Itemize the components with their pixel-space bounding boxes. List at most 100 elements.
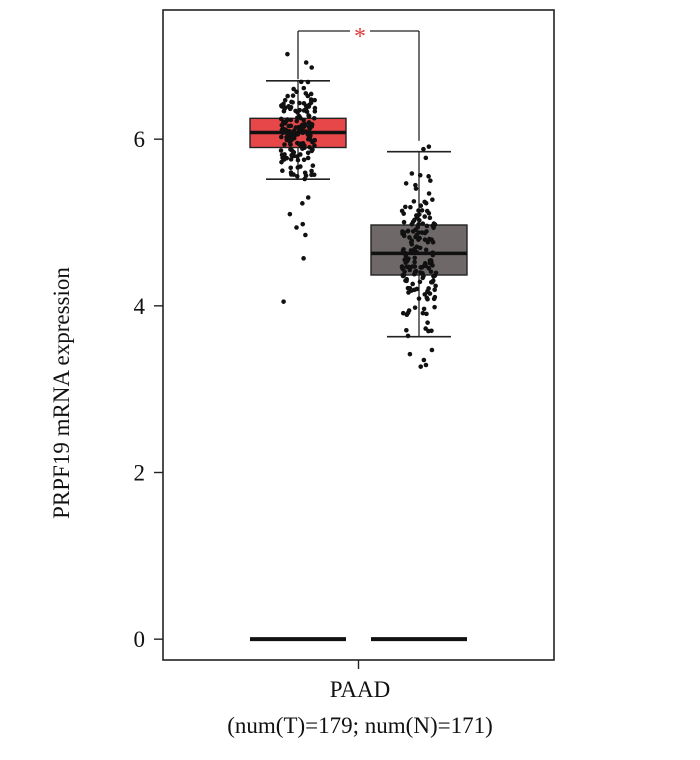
data-point: [432, 287, 437, 293]
data-point: [288, 141, 293, 147]
data-point: [417, 279, 423, 285]
y-tick-label: 6: [134, 127, 146, 152]
outlier-point: [418, 364, 424, 369]
data-point: [288, 117, 294, 123]
data-point: [308, 100, 314, 106]
data-point: [432, 304, 437, 310]
data-point: [295, 132, 301, 137]
data-point: [432, 294, 438, 300]
data-point: [410, 281, 415, 287]
data-point: [430, 197, 435, 202]
data-point: [300, 130, 306, 136]
data-point: [409, 288, 414, 293]
data-point: [310, 163, 316, 168]
data-point: [423, 326, 428, 331]
data-point: [281, 119, 286, 125]
y-tick-label: 2: [134, 461, 146, 486]
data-point: [418, 270, 423, 275]
y-tick-label: 0: [134, 627, 146, 652]
outlier-point: [285, 51, 290, 57]
data-point: [400, 229, 405, 234]
data-point: [408, 204, 413, 210]
data-point: [403, 253, 409, 258]
data-point: [279, 103, 284, 108]
data-point: [407, 235, 412, 240]
data-point: [405, 310, 411, 316]
data-point: [424, 311, 429, 317]
data-point: [305, 150, 311, 156]
data-point: [298, 79, 304, 85]
data-point: [430, 223, 436, 229]
data-point: [419, 208, 425, 213]
data-point: [288, 165, 294, 171]
data-point: [428, 269, 434, 274]
data-point: [420, 221, 426, 226]
data-point: [408, 248, 414, 253]
data-point: [427, 291, 433, 296]
outlier-point: [287, 211, 293, 217]
data-point: [400, 248, 406, 254]
data-point: [289, 152, 294, 158]
data-point: [421, 273, 426, 279]
data-point: [429, 328, 434, 334]
data-point: [288, 147, 293, 152]
outlier-point: [281, 299, 286, 304]
data-point: [417, 172, 423, 178]
data-point: [305, 155, 311, 161]
data-point: [422, 292, 428, 297]
data-point: [302, 145, 307, 151]
data-point: [303, 173, 309, 178]
data-point: [279, 134, 284, 140]
data-point: [309, 172, 314, 178]
data-point: [284, 128, 289, 134]
data-point: [424, 295, 430, 301]
outlier-point: [421, 357, 427, 363]
outlier-point: [294, 225, 299, 230]
data-point: [289, 172, 294, 177]
data-point: [411, 199, 417, 204]
outlier-point: [303, 232, 308, 238]
data-point: [405, 228, 411, 234]
data-point: [299, 122, 305, 128]
data-point: [433, 270, 439, 276]
data-point: [279, 159, 284, 165]
data-point: [301, 85, 307, 91]
data-point: [404, 278, 409, 284]
data-point: [284, 155, 290, 161]
data-point: [426, 191, 432, 196]
data-point: [298, 143, 304, 149]
data-point: [416, 208, 421, 213]
data-point: [404, 264, 410, 270]
data-point: [414, 232, 419, 238]
data-point: [405, 333, 411, 339]
data-point: [312, 105, 318, 111]
data-point: [422, 214, 428, 219]
data-point: [305, 79, 311, 85]
outlier-point: [423, 362, 429, 368]
data-point: [418, 265, 423, 270]
data-point: [312, 143, 317, 148]
data-point: [412, 305, 418, 310]
data-point: [279, 127, 285, 133]
data-point: [285, 93, 290, 99]
data-point: [278, 116, 284, 122]
data-point: [303, 91, 309, 96]
data-point: [427, 215, 433, 221]
data-point: [433, 283, 438, 289]
significance-marker: *: [354, 24, 366, 50]
outlier-point: [421, 146, 426, 152]
data-point: [312, 97, 317, 103]
data-point: [413, 182, 418, 188]
data-point: [415, 224, 421, 230]
data-point: [424, 229, 429, 234]
data-point: [422, 199, 427, 205]
data-point: [414, 244, 420, 250]
data-point: [403, 181, 409, 186]
outlier-point: [426, 144, 432, 149]
y-axis-label-text: PRPF19 mRNA expression: [49, 267, 74, 519]
data-point: [297, 152, 303, 157]
data-point: [423, 247, 429, 253]
data-point: [308, 91, 314, 97]
data-point: [423, 155, 429, 161]
